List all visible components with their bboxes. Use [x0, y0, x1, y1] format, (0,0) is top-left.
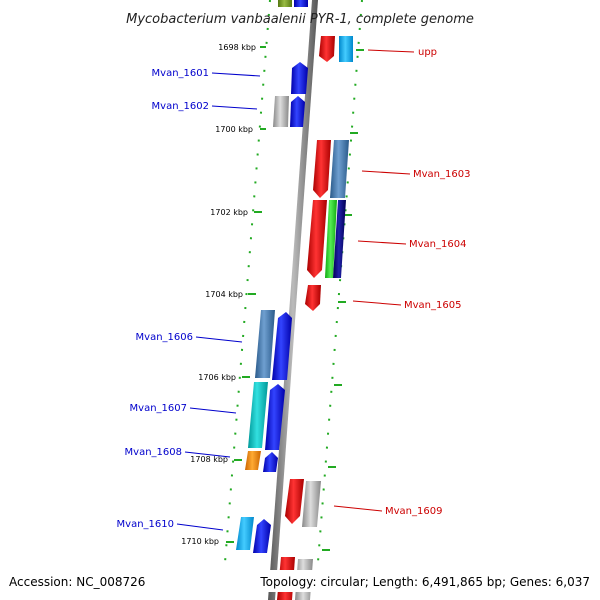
gene-arrow-mvan-1605[interactable] — [305, 285, 321, 311]
outer-right-track — [314, 0, 363, 600]
gene-label-mvan-1607[interactable]: Mvan_1607 — [130, 403, 187, 414]
gene-arrow-mvan-1609[interactable] — [285, 479, 304, 524]
gene-arrow-mvan-1604[interactable] — [307, 200, 327, 278]
gene-arrow-mvan-1608[interactable] — [263, 452, 278, 472]
gene-arrow-sky-1610a[interactable] — [236, 517, 254, 550]
gene-block-gray-1609[interactable] — [302, 481, 321, 527]
footer-background — [0, 570, 600, 592]
gene-arrow-mvan-1603[interactable] — [313, 140, 331, 198]
gene-block-green-1604[interactable] — [325, 200, 337, 278]
gene-arrow-steel-1606a[interactable] — [255, 310, 275, 378]
kbp-labels: 1698 kbp 1700 kbp 1702 kbp 1704 kbp 1706… — [181, 43, 256, 546]
kbp-label: 1700 kbp — [215, 125, 253, 134]
accession-text: Accession: NC_008726 — [9, 575, 145, 589]
gene-arrow-cyan-1607a[interactable] — [248, 382, 268, 448]
gene-arrow-gray-1602a[interactable] — [273, 96, 289, 127]
gene-arrow-mvan-1601[interactable] — [291, 62, 308, 94]
kbp-label: 1702 kbp — [210, 208, 248, 217]
kbp-label: 1704 kbp — [205, 290, 243, 299]
gene-label-mvan-1609[interactable]: Mvan_1609 — [385, 506, 442, 517]
kbp-tick-marks — [226, 46, 266, 543]
gene-block-navy-1604[interactable] — [333, 200, 346, 278]
outer-left-track — [221, 0, 271, 600]
right-gene-labels: upp Mvan_1603 Mvan_1604 Mvan_1605 Mvan_1… — [385, 47, 470, 517]
kbp-label: 1706 kbp — [198, 373, 236, 382]
gene-arrow-mvan-1606[interactable] — [272, 312, 292, 380]
gene-label-upp[interactable]: upp — [418, 47, 437, 58]
topology-text: Topology: circular; Length: 6,491,865 bp… — [259, 575, 590, 589]
gene-arrow-orange-1608a[interactable] — [245, 451, 261, 470]
gene-block-upp-cyan[interactable] — [339, 36, 353, 62]
gene-label-mvan-1601[interactable]: Mvan_1601 — [152, 68, 209, 79]
genome-title: Mycobacterium vanbaalenii PYR-1, complet… — [126, 12, 474, 27]
gene-block-steel-1603[interactable] — [330, 140, 349, 198]
gene-arrow-mvan-1610[interactable] — [253, 519, 271, 553]
gene-arrow-upp[interactable] — [319, 36, 335, 62]
partial-top-features — [278, 0, 308, 7]
gene-label-mvan-1603[interactable]: Mvan_1603 — [413, 169, 470, 180]
forward-strand-genes — [236, 62, 308, 553]
kbp-label: 1710 kbp — [181, 537, 219, 546]
gene-label-mvan-1608[interactable]: Mvan_1608 — [125, 447, 182, 458]
gene-label-mvan-1602[interactable]: Mvan_1602 — [152, 101, 209, 112]
genome-backbone — [268, 0, 318, 600]
kbp-label: 1708 kbp — [190, 455, 228, 464]
gene-label-mvan-1610[interactable]: Mvan_1610 — [117, 519, 174, 530]
left-leader-lines — [176, 72, 261, 531]
right-leader-lines — [333, 49, 415, 512]
gene-label-mvan-1606[interactable]: Mvan_1606 — [136, 332, 193, 343]
left-gene-labels: Mvan_1601 Mvan_1602 Mvan_1606 Mvan_1607 … — [117, 68, 209, 530]
gene-label-mvan-1605[interactable]: Mvan_1605 — [404, 300, 461, 311]
gene-label-mvan-1604[interactable]: Mvan_1604 — [409, 239, 466, 250]
gene-arrow-mvan-1602[interactable] — [290, 96, 305, 127]
kbp-label: 1698 kbp — [218, 43, 256, 52]
right-track-ticks — [322, 49, 364, 551]
gene-arrow-mvan-1607[interactable] — [265, 384, 285, 450]
